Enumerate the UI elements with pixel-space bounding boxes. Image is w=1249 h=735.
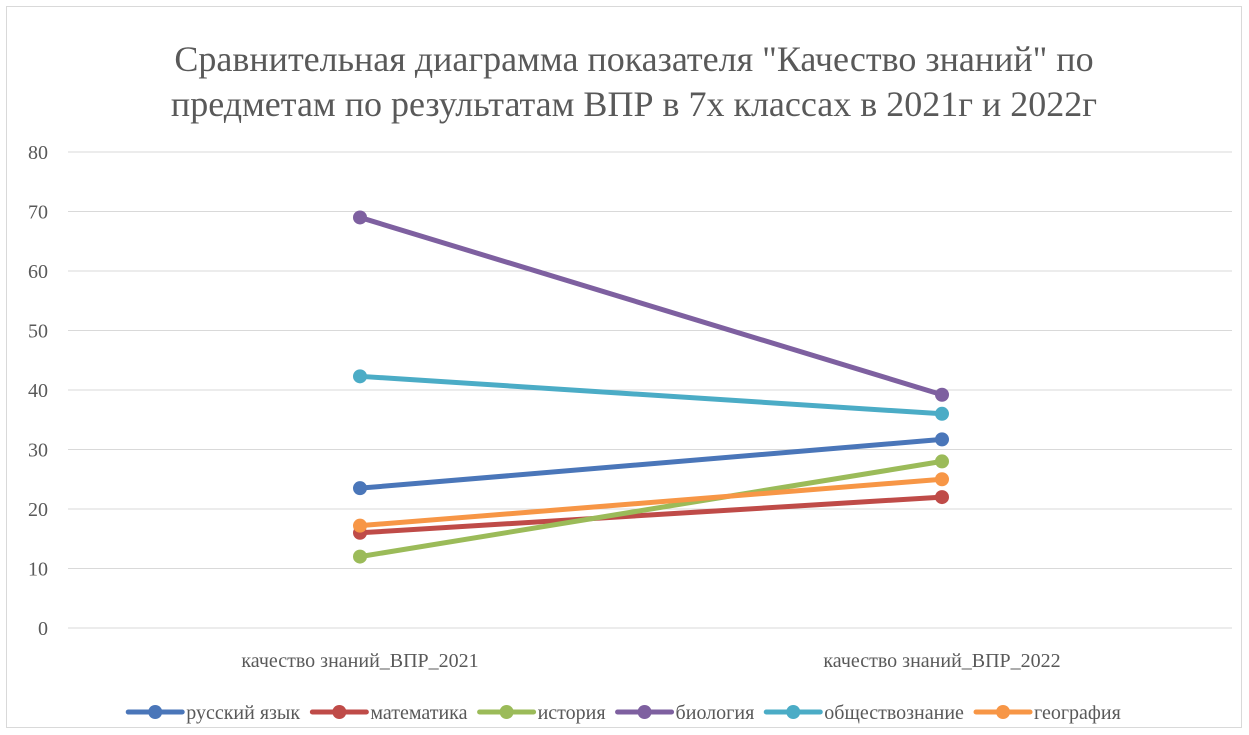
legend-item: биология — [615, 702, 755, 724]
y-tick-label: 50 — [28, 321, 48, 343]
y-tick-label: 70 — [28, 202, 48, 224]
legend-label: математика — [370, 702, 467, 724]
data-point — [935, 406, 949, 421]
chart-title-line-1: Сравнительная диаграмма показателя "Каче… — [174, 39, 1093, 79]
legend-label: обществознание — [824, 702, 964, 724]
series-line — [357, 214, 945, 398]
chart-title-line-2: предметам по результатам ВПР в 7х класса… — [171, 84, 1097, 124]
chart-frame — [6, 6, 1242, 728]
legend-marker — [786, 705, 801, 719]
y-tick-label: 10 — [28, 559, 48, 581]
data-point — [935, 454, 949, 469]
series-line — [357, 476, 945, 529]
x-category-label: качество знаний_ВПР_2022 — [823, 650, 1060, 672]
y-tick-label: 30 — [28, 440, 48, 462]
series-line — [357, 373, 945, 417]
legend-marker — [499, 705, 514, 719]
y-tick-label: 0 — [38, 618, 48, 640]
legend-marker — [148, 705, 163, 719]
y-tick-label: 60 — [28, 261, 48, 283]
y-tick-label: 40 — [28, 380, 48, 402]
legend-item: русский язык — [125, 702, 300, 724]
data-point — [935, 472, 949, 487]
x-category-label: качество знаний_ВПР_2021 — [241, 650, 478, 672]
y-tick-label: 80 — [28, 142, 48, 164]
legend-label: география — [1034, 702, 1121, 724]
data-point — [353, 549, 367, 564]
data-point — [935, 432, 949, 447]
legend-item: история — [477, 702, 606, 724]
data-point — [935, 490, 949, 505]
data-point — [353, 518, 367, 533]
legend-marker — [637, 705, 652, 719]
legend-item: математика — [309, 702, 468, 724]
legend-label: история — [538, 702, 606, 724]
data-point — [353, 481, 367, 496]
series-line — [357, 458, 945, 560]
legend-item: обществознание — [763, 702, 964, 724]
y-tick-label: 20 — [28, 499, 48, 521]
legend-label: биология — [676, 702, 755, 724]
legend-label: русский язык — [186, 702, 300, 724]
legend-item: география — [973, 702, 1121, 724]
series-line — [357, 436, 945, 491]
data-point — [353, 210, 367, 225]
data-point — [935, 387, 949, 402]
legend-marker — [996, 705, 1011, 719]
legend-marker — [332, 705, 347, 719]
series-line — [357, 494, 945, 536]
data-point — [353, 369, 367, 384]
